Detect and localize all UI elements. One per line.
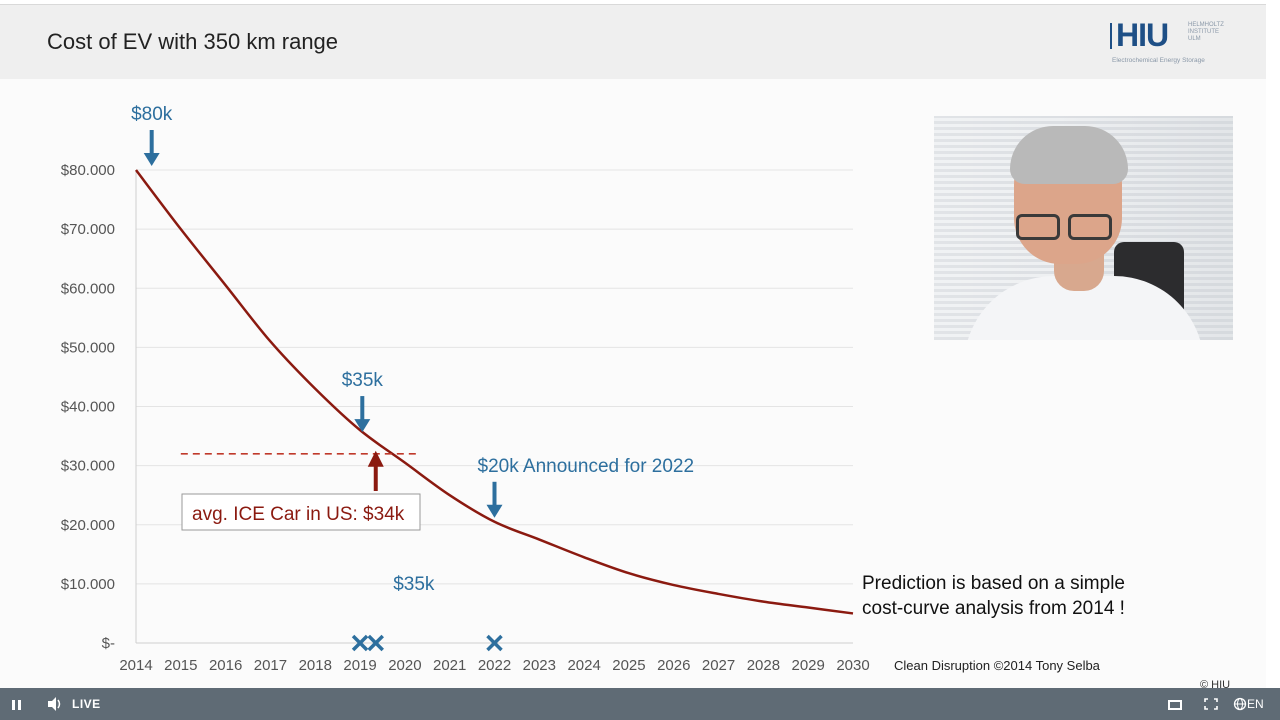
- ice-label: avg. ICE Car in US: $34k: [192, 504, 405, 525]
- logo-small-lines: HELMHOLTZ INSTITUTE ULM: [1188, 22, 1238, 43]
- logo-line: HELMHOLTZ: [1188, 22, 1224, 28]
- y-tick-label: $10.000: [61, 576, 115, 593]
- logo-line: ULM: [1188, 36, 1201, 42]
- live-badge[interactable]: LIVE: [72, 697, 101, 711]
- x-tick-label: 2027: [702, 657, 735, 674]
- annotation-label: $35k: [393, 574, 435, 595]
- slide-title: Cost of EV with 350 km range: [47, 29, 339, 54]
- fullscreen-icon[interactable]: [1204, 688, 1218, 720]
- x-tick-label: 2030: [836, 657, 869, 674]
- ice-label-box: [181, 493, 421, 531]
- logo-text: HIU: [1116, 17, 1169, 53]
- video-player-bar: LIVE EN: [0, 688, 1280, 720]
- ev-cost-curve: [135, 169, 854, 615]
- logo-line: INSTITUTE: [1188, 29, 1219, 35]
- annotation-label: $20k Announced for 2022: [478, 456, 695, 477]
- y-tick-label: $40.000: [61, 399, 115, 416]
- x-tick-label: 2014: [119, 657, 152, 674]
- annotation-arrow-head: [143, 153, 160, 166]
- prediction-note-line-2: cost-curve analysis from 2014 !: [862, 598, 1125, 619]
- x-tick-label: 2015: [164, 657, 197, 674]
- x-tick-label: 2017: [254, 657, 287, 674]
- x-tick-label: 2029: [792, 657, 825, 674]
- y-tick-label: $80.000: [61, 162, 115, 179]
- annotation-arrow-head: [486, 504, 503, 518]
- x-tick-label: 2025: [612, 657, 645, 674]
- annotation-label: $80k: [131, 104, 173, 125]
- language-label: EN: [1247, 697, 1264, 711]
- logo-subtitle: Electrochemical Energy Storage: [1112, 57, 1205, 64]
- annotation-label: $35k: [342, 370, 384, 391]
- y-tick-label: $50.000: [61, 339, 115, 356]
- slide-header: Cost of EV with 350 km range HIU HELMHOL…: [0, 5, 1266, 79]
- up-arrow-head: [367, 450, 384, 467]
- cost-chart: $- $10.000 $20.000 $30.000 $40.000 $50.000 $60…: [61, 104, 1230, 688]
- webcam-hair: [1010, 126, 1128, 184]
- y-tick-label: $30.000: [61, 458, 115, 475]
- y-tick-label: $70.000: [61, 221, 115, 238]
- x-tick-label: 2020: [388, 657, 421, 674]
- x-marker: [351, 634, 369, 652]
- y-tick-label: $-: [102, 635, 115, 652]
- x-tick-label: 2018: [299, 657, 332, 674]
- y-tick-label: $20.000: [61, 517, 115, 534]
- y-tick-label: $60.000: [61, 280, 115, 297]
- x-tick-label: 2021: [433, 657, 466, 674]
- webcam-glasses-right: [1068, 214, 1112, 240]
- x-marker: [486, 634, 503, 652]
- x-tick-label: 2022: [478, 657, 511, 674]
- x-tick-label: 2023: [523, 657, 556, 674]
- hiu-logo: HIU HELMHOLTZ INSTITUTE ULM Electrochemi…: [1110, 17, 1240, 69]
- language-selector[interactable]: EN: [1233, 688, 1264, 720]
- presenter-webcam: [934, 116, 1233, 340]
- picture-in-picture-icon[interactable]: [1168, 688, 1184, 720]
- source-credit: Clean Disruption ©2014 Tony Selba: [894, 658, 1101, 673]
- x-tick-label: 2026: [657, 657, 690, 674]
- x-tick-label: 2024: [567, 657, 600, 674]
- webcam-glasses-left: [1016, 214, 1060, 240]
- pause-icon[interactable]: [12, 688, 26, 720]
- x-tick-label: 2016: [209, 657, 242, 674]
- annotation-arrow-head: [354, 419, 371, 433]
- x-tick-label: 2019: [343, 657, 376, 674]
- prediction-note-line-1: Prediction is based on a simple: [862, 573, 1125, 594]
- volume-icon[interactable]: [46, 688, 62, 720]
- x-tick-label: 2028: [747, 657, 780, 674]
- globe-icon: [1233, 697, 1247, 711]
- copyright: © HIU: [1200, 679, 1230, 688]
- x-marker: [367, 634, 384, 652]
- logo-bar: [1110, 23, 1112, 49]
